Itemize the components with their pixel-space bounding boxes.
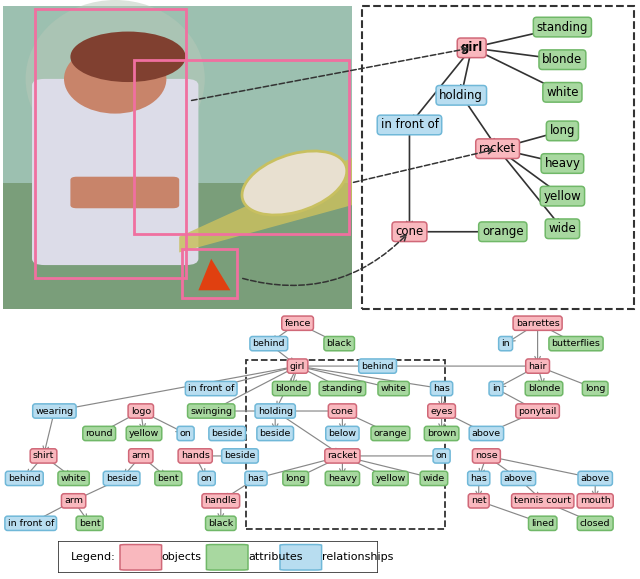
Text: has: has [433, 384, 450, 393]
Text: in: in [492, 384, 500, 393]
Ellipse shape [64, 44, 166, 113]
Text: above: above [580, 474, 610, 483]
FancyBboxPatch shape [3, 6, 352, 309]
Text: logo: logo [131, 406, 151, 416]
Text: hair: hair [529, 362, 547, 371]
Text: standing: standing [537, 21, 588, 34]
Text: black: black [208, 519, 234, 528]
Text: handle: handle [205, 496, 237, 505]
Text: on: on [180, 429, 191, 438]
Text: relationships: relationships [322, 552, 393, 562]
Text: white: white [546, 86, 579, 99]
Text: beside: beside [211, 429, 243, 438]
Ellipse shape [26, 0, 205, 158]
Text: yellow: yellow [129, 429, 159, 438]
Text: net: net [471, 496, 486, 505]
Text: blonde: blonde [275, 384, 307, 393]
Text: beside: beside [224, 452, 256, 460]
Text: closed: closed [580, 519, 611, 528]
FancyBboxPatch shape [362, 6, 634, 309]
Text: butterflies: butterflies [552, 339, 600, 348]
Text: behind: behind [253, 339, 285, 348]
Ellipse shape [70, 31, 186, 82]
Text: holding: holding [440, 89, 483, 102]
Text: yellow: yellow [543, 190, 581, 203]
Text: on: on [436, 452, 447, 460]
Text: eyes: eyes [431, 406, 452, 416]
Text: shirt: shirt [33, 452, 54, 460]
Text: long: long [285, 474, 306, 483]
Text: yellow: yellow [375, 474, 406, 483]
Text: in front of: in front of [381, 119, 438, 131]
Text: standing: standing [322, 384, 363, 393]
Text: barrettes: barrettes [516, 318, 559, 328]
Text: hands: hands [180, 452, 210, 460]
Text: in front of: in front of [8, 519, 54, 528]
Text: orange: orange [374, 429, 407, 438]
Text: mouth: mouth [580, 496, 611, 505]
Text: round: round [86, 429, 113, 438]
Text: arm: arm [131, 452, 150, 460]
Text: blonde: blonde [542, 53, 582, 66]
Polygon shape [179, 158, 352, 252]
Text: ponytail: ponytail [518, 406, 557, 416]
Text: in: in [501, 339, 510, 348]
Text: racket: racket [328, 452, 357, 460]
Text: white: white [61, 474, 86, 483]
Text: Legend:: Legend: [70, 552, 115, 562]
FancyBboxPatch shape [206, 544, 248, 570]
FancyBboxPatch shape [120, 544, 162, 570]
Text: beside: beside [259, 429, 291, 438]
Text: heavy: heavy [545, 157, 580, 170]
Text: orange: orange [482, 225, 524, 238]
Text: long: long [550, 124, 575, 137]
Text: cone: cone [396, 225, 424, 238]
Text: wide: wide [548, 222, 576, 235]
Text: below: below [328, 429, 356, 438]
Ellipse shape [242, 151, 347, 215]
Text: wide: wide [423, 474, 445, 483]
Text: beside: beside [106, 474, 138, 483]
Text: has: has [470, 474, 487, 483]
Text: racket: racket [479, 142, 516, 155]
Text: above: above [504, 474, 533, 483]
Text: holding: holding [258, 406, 292, 416]
Text: behind: behind [362, 362, 394, 371]
Text: black: black [326, 339, 352, 348]
Text: white: white [381, 384, 406, 393]
Text: bent: bent [79, 519, 100, 528]
Text: nose: nose [475, 452, 498, 460]
Text: swinging: swinging [190, 406, 232, 416]
Text: in front of: in front of [188, 384, 234, 393]
Text: objects: objects [161, 552, 202, 562]
Text: lined: lined [531, 519, 554, 528]
Text: attributes: attributes [248, 552, 303, 562]
Text: above: above [472, 429, 501, 438]
Text: long: long [585, 384, 605, 393]
Text: bent: bent [157, 474, 179, 483]
FancyBboxPatch shape [280, 544, 322, 570]
Text: heavy: heavy [328, 474, 357, 483]
Text: brown: brown [427, 429, 456, 438]
Text: on: on [201, 474, 212, 483]
Text: wearing: wearing [35, 406, 74, 416]
FancyBboxPatch shape [3, 183, 352, 309]
FancyBboxPatch shape [58, 541, 378, 573]
Text: arm: arm [64, 496, 83, 505]
Polygon shape [198, 259, 230, 290]
Text: girl: girl [290, 362, 305, 371]
FancyBboxPatch shape [32, 79, 198, 265]
Text: fence: fence [284, 318, 311, 328]
Text: tennis court: tennis court [514, 496, 572, 505]
Text: has: has [248, 474, 264, 483]
FancyBboxPatch shape [70, 177, 179, 208]
Text: behind: behind [8, 474, 40, 483]
Text: cone: cone [331, 406, 354, 416]
Text: blonde: blonde [528, 384, 560, 393]
Text: girl: girl [461, 41, 483, 54]
